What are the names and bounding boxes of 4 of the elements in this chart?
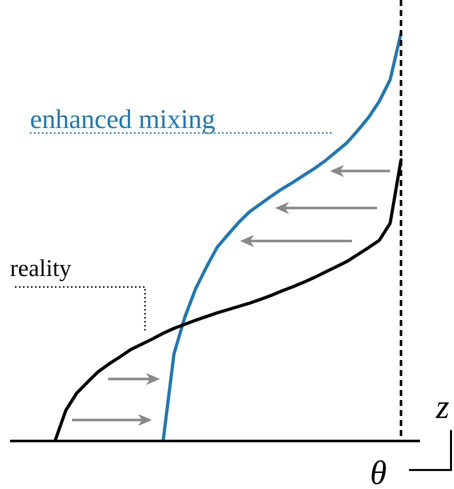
y-axis-title: z: [435, 389, 450, 426]
text: reality: [10, 256, 72, 282]
text: enhanced mixing: [30, 104, 216, 134]
x-axis-title: θ: [370, 455, 387, 489]
